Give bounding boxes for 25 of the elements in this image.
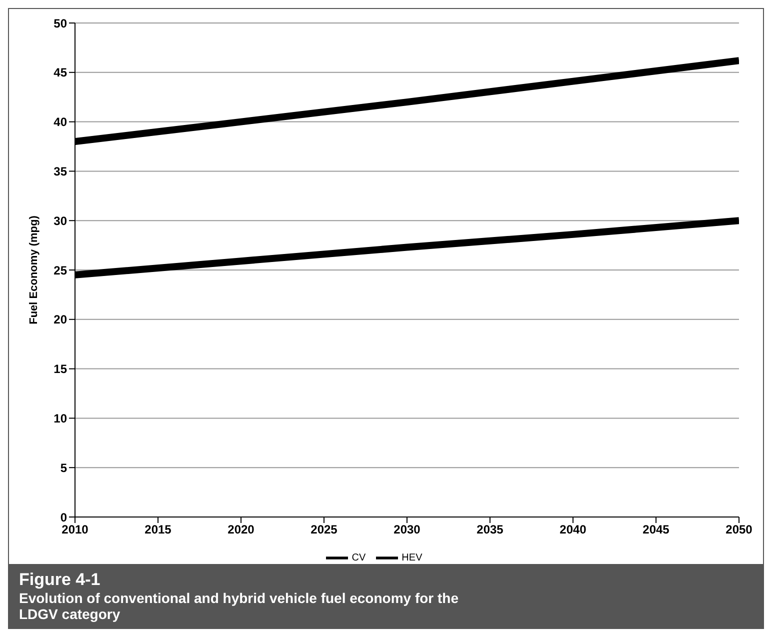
x-tick-label: 2035 [476,522,504,537]
legend-label: HEV [402,552,422,564]
y-tick-label: 40 [54,115,68,130]
y-axis-title: Fuel Economy (mpg) [28,215,40,324]
legend-label: CV [352,552,366,564]
y-tick-label: 50 [54,16,68,30]
y-tick-label: 5 [60,460,68,475]
x-tick-label: 2045 [642,522,670,537]
x-tick-label: 2030 [394,522,421,537]
x-tick-label: 2010 [62,522,89,537]
y-tick-label: 35 [54,164,68,178]
x-tick-label: 2025 [310,522,338,537]
text: Figure 4-1 [19,570,102,590]
y-tick-label: 15 [54,362,68,376]
x-tick-label: 2040 [560,522,587,537]
y-tick-label: 10 [54,411,68,426]
x-tick-label: 2050 [726,522,753,537]
y-tick-label: 30 [54,214,68,228]
y-tick-label: 25 [54,263,68,278]
x-tick-label: 2020 [228,522,255,537]
y-tick-label: 0 [60,510,68,524]
y-tick-label: 45 [54,66,68,80]
y-tick-label: 20 [54,312,68,327]
text: Evolution of conventional and hybrid vehicle fuel economy for the LDGV category [19,590,460,622]
x-tick-label: 2015 [144,522,172,537]
